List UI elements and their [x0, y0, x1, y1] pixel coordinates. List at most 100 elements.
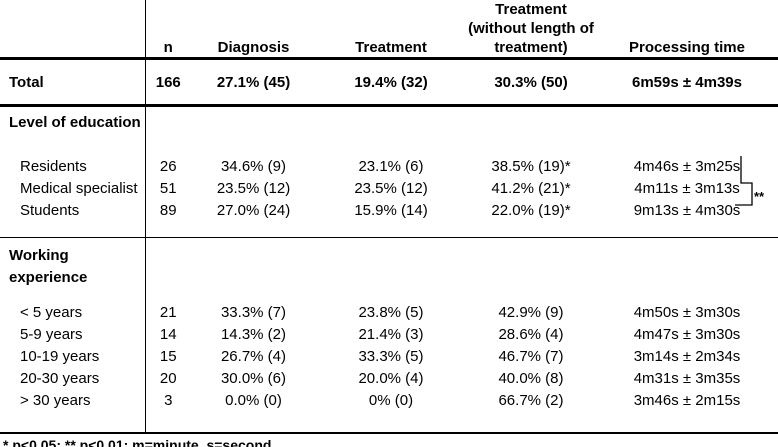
cell-value: 28.6% (4): [498, 325, 564, 343]
cell-value: [316, 238, 466, 302]
cell-value: [316, 221, 466, 238]
row-label: > 30 years: [20, 391, 91, 409]
header-treatment: Treatment: [316, 0, 466, 60]
cell-value: 6m59s ± 4m39s: [632, 73, 742, 91]
header-row: n Diagnosis Treatment Treatment (without…: [0, 0, 778, 60]
cell-value: 30.3% (50): [494, 73, 568, 91]
row-label: [0, 411, 145, 433]
cell-value: [316, 411, 466, 433]
section-level-of-education: Level of education Residents 26 34.6% (9) 23…: [0, 105, 778, 238]
cell-value: [144, 237, 191, 301]
cell-value: 34.6% (9): [220, 157, 287, 175]
table-row-total: Total 166 27.1% (45) 19.4% (32) 30.3% (50) 6m…: [0, 58, 778, 106]
spacer-row: [0, 221, 778, 238]
cell-value: 3m46s ± 2m15s: [633, 391, 741, 409]
cell-value: 21.4% (3): [358, 325, 424, 343]
cell-value: [191, 106, 316, 156]
column-label: Diagnosis: [217, 39, 290, 56]
header-diagnosis: Diagnosis: [191, 0, 316, 60]
column-label-line: (without length of: [468, 20, 594, 37]
section-working-experience: Working experience < 5 years 21 33.3% (7) 23.…: [0, 237, 778, 433]
column-label-line: Treatment: [495, 1, 567, 18]
cell-value: 23.8% (5): [358, 303, 424, 321]
cell-value: 66.7% (2): [498, 391, 564, 409]
cell-value: 89: [144, 199, 191, 221]
column-label: Processing time: [629, 39, 745, 56]
cell-value: [466, 238, 596, 302]
cell-value: [466, 106, 596, 156]
row-label: Total: [9, 73, 44, 91]
cell-value: 14.3% (2): [220, 325, 287, 343]
table-row: > 30 years 3 0.0% (0) 0% (0) 66.7% (2) 3m46s …: [0, 389, 778, 411]
section-title-row: Working experience: [0, 237, 778, 302]
cell-value: 20: [144, 367, 191, 389]
table-row: Medical specialist 51 23.5% (12) 23.5% (12)…: [0, 177, 778, 199]
row-label: [0, 221, 145, 238]
cell-value: 4m31s ± 3m35s: [633, 369, 741, 387]
cell-value: 42.9% (9): [498, 303, 564, 321]
spacer-row: [0, 411, 778, 433]
cell-value: 33.3% (7): [220, 303, 287, 321]
cell-value: [316, 106, 466, 156]
cell-value: [596, 238, 778, 302]
cell-value: [596, 221, 778, 238]
cell-value: 22.0% (19)*: [491, 201, 571, 219]
cell-value: [144, 411, 191, 433]
row-label: 10-19 years: [20, 347, 100, 365]
results-table: n Diagnosis Treatment Treatment (without…: [0, 0, 778, 433]
cell-value: 51: [144, 177, 191, 199]
column-label: n: [163, 39, 173, 56]
cell-value: 26.7% (4): [220, 347, 287, 365]
section-title-row: Level of education: [0, 105, 778, 156]
header-empty-cell: [0, 0, 145, 60]
cell-value: 0% (0): [368, 391, 414, 409]
cell-value: 166: [144, 58, 191, 106]
row-label: Residents: [20, 157, 87, 175]
table-row: < 5 years 21 33.3% (7) 23.8% (5) 42.9% (9) 4m…: [0, 301, 778, 323]
cell-value: 20.0% (4): [358, 369, 424, 387]
cell-value: 9m13s ± 4m30s: [633, 201, 741, 219]
cell-value: 14: [144, 323, 191, 345]
cell-value: 23.1% (6): [358, 157, 424, 175]
cell-value: 40.0% (8): [498, 369, 564, 387]
cell-value: 21: [144, 301, 191, 323]
table-row: Residents 26 34.6% (9) 23.1% (6) 38.5% (19)*…: [0, 155, 778, 177]
cell-value: [596, 106, 778, 156]
row-label: Level of education: [9, 114, 141, 131]
cell-value: 0.0% (0): [225, 391, 282, 409]
cell-value: 4m47s ± 3m30s: [633, 325, 741, 343]
cell-value: 19.4% (32): [354, 73, 428, 91]
table-row: Students 89 27.0% (24) 15.9% (14) 22.0% (19)…: [0, 199, 778, 221]
row-label: Students: [20, 201, 80, 219]
column-label-line: treatment): [494, 39, 568, 56]
cell-value: 33.3% (5): [358, 347, 424, 365]
row-label: < 5 years: [20, 303, 83, 321]
cell-value: [191, 238, 316, 302]
header-processing-time: Processing time: [596, 0, 778, 60]
cell-value: [191, 221, 316, 238]
table-row: 10-19 years 15 26.7% (4) 33.3% (5) 46.7% (7)…: [0, 345, 778, 367]
cell-value: 27.1% (45): [216, 73, 291, 91]
cell-value: 30.0% (6): [220, 369, 287, 387]
cell-value: [466, 221, 596, 238]
cell-value: [144, 105, 191, 155]
row-label: 5-9 years: [20, 325, 83, 343]
cell-value: 27.0% (24): [216, 201, 291, 219]
cell-value: 15: [144, 345, 191, 367]
table-row: 5-9 years 14 14.3% (2) 21.4% (3) 28.6% (4) 4m…: [0, 323, 778, 345]
cell-value: 4m46s ± 3m25s: [633, 157, 741, 175]
cell-value: 41.2% (21)*: [491, 179, 571, 197]
total-section: Total 166 27.1% (45) 19.4% (32) 30.3% (50) 6m…: [0, 58, 778, 106]
table-header: n Diagnosis Treatment Treatment (without…: [0, 0, 778, 60]
cell-value: 26: [144, 155, 191, 177]
cell-value: 15.9% (14): [354, 201, 428, 219]
footnote: * p<0.05; ** p<0.01; m=minute, s=second.: [3, 437, 276, 447]
header-treatment-without-length: Treatment (without length of treatment): [466, 0, 596, 60]
header-n: n: [144, 0, 191, 60]
cell-value: 4m11s ± 3m13s: [634, 179, 740, 197]
row-label: Working experience: [9, 247, 88, 286]
cell-value: 4m50s ± 3m30s: [633, 303, 741, 321]
cell-value: 3: [144, 389, 191, 411]
cell-value: [466, 411, 596, 433]
